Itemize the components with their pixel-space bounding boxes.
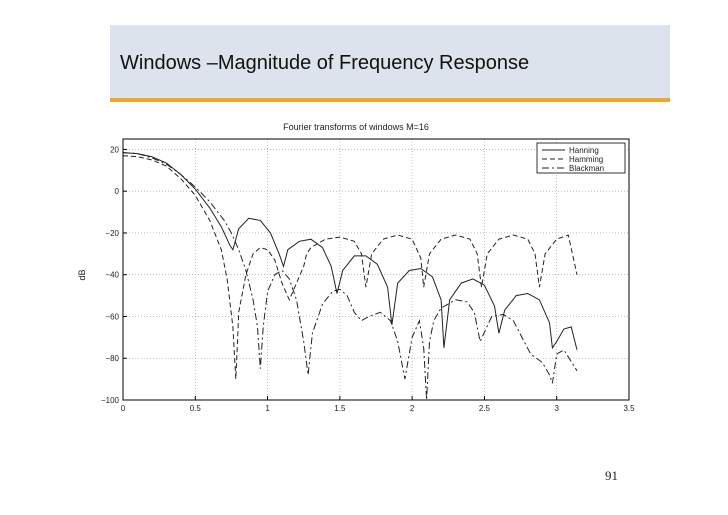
x-tick-label: 0.5 xyxy=(190,404,202,413)
x-tick-label: 1.5 xyxy=(334,404,346,413)
title-accent-bar xyxy=(110,98,670,102)
y-tick-label: −20 xyxy=(105,229,119,238)
slide-title: Windows –Magnitude of Frequency Response xyxy=(120,52,530,74)
grid-lines xyxy=(122,139,630,401)
y-tick-label: −80 xyxy=(105,354,119,363)
legend-label: Hanning xyxy=(569,146,599,155)
series-line-hamming xyxy=(122,155,578,380)
page-number: 91 xyxy=(605,468,618,483)
axis-ticks: 0 0.5 1 1.5 2 2.5 3 3.5 20 0 −20 −40 −60 −80 −100 xyxy=(101,145,635,413)
chart-title: Fourier transforms of windows M=16 xyxy=(283,122,429,132)
y-tick-label: −60 xyxy=(105,312,119,321)
legend-box xyxy=(536,142,626,174)
x-tick-label: 0 xyxy=(121,404,126,413)
series-line-hanning xyxy=(122,152,578,351)
x-tick-label: 2 xyxy=(410,404,415,413)
x-tick-label: 1 xyxy=(265,404,270,413)
y-tick-label: 20 xyxy=(110,145,119,154)
x-tick-label: 3 xyxy=(554,404,559,413)
x-tick-label: 3.5 xyxy=(623,404,635,413)
series-lines xyxy=(122,152,578,401)
y-tick-label: −40 xyxy=(105,271,119,280)
y-tick-label: 0 xyxy=(115,187,120,196)
y-tick-label: −100 xyxy=(101,396,120,405)
title-band: Windows –Magnitude of Frequency Response xyxy=(110,25,670,100)
y-axis-label: dB xyxy=(77,269,87,280)
legend-label: Blackman xyxy=(569,164,604,173)
series-line-blackman xyxy=(122,152,578,401)
plot-frame xyxy=(122,138,630,401)
legend-label: Hamming xyxy=(569,155,603,164)
x-tick-label: 2.5 xyxy=(479,404,491,413)
